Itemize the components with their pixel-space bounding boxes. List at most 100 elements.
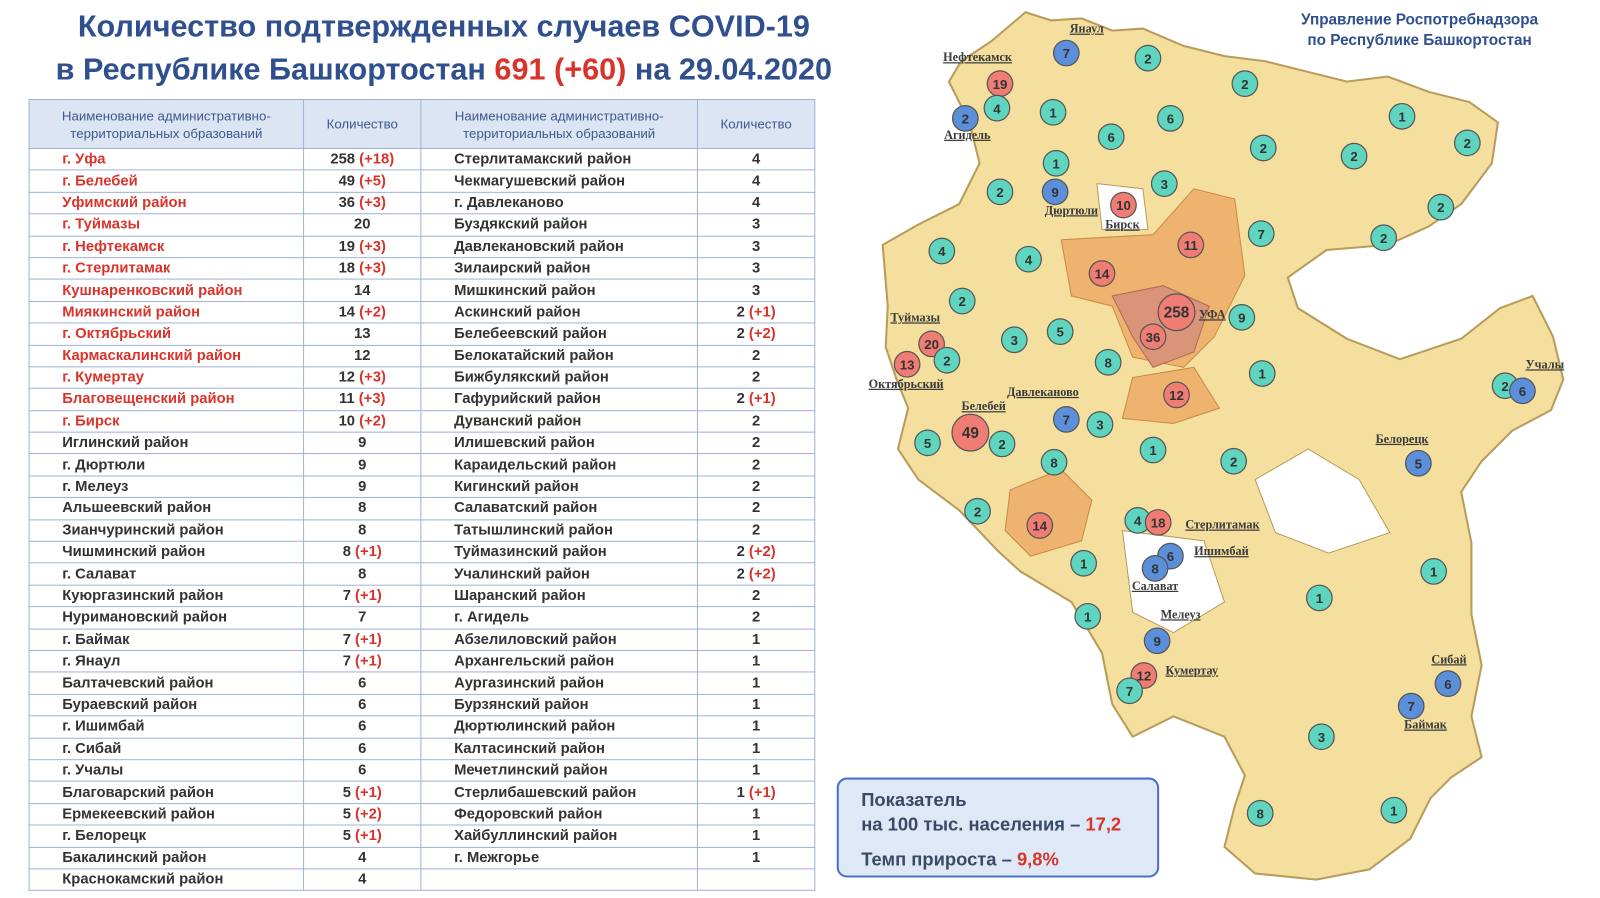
name: Мишкинский район [454,282,596,299]
name-cell: Стерлибашевский район [420,780,698,804]
name: г. Бирск [62,413,120,430]
org: Управление Роспотребнадзора по Республике… [1301,10,1538,51]
count-cell: 2 [696,344,816,368]
table-row: г. Кумертау 12 (+3) Бижбулякский район 2 [28,366,816,390]
marker-label: 4 [1025,252,1033,267]
count: 8 [358,565,367,583]
case-marker [1046,318,1074,345]
count-cell: 11 (+3) [303,388,422,411]
case-marker [1052,39,1080,67]
name: Иглинский район [62,434,189,452]
count-cell: 6 [303,737,422,761]
name-cell: г. Межгорье [420,846,698,870]
table-row: г. Сибай 6 Калтасинский район 1 [28,737,816,761]
name-cell: г. Туймазы [28,213,305,237]
name-cell: Кушнаренковский район [28,278,305,302]
count: 19 [338,238,356,255]
table-row: г. Нефтекамск 19 (+3) Давлекановский район… [28,235,816,259]
marker-label: 1 [1084,609,1091,624]
marker-label: 5 [924,436,931,451]
name: Мечетлинский район [454,762,608,779]
table-row: Ермекеевский район 5 (+2) Федоровский райо… [28,802,816,826]
case-marker [1042,149,1070,177]
name: Гафурийский район [454,391,601,408]
name-cell: Благовещенский район [28,388,305,411]
count: 7 [358,609,367,626]
count: 1 [751,675,761,692]
name-cell: г. Кумертау [28,366,305,390]
name: Миякинский район [62,303,201,321]
name-cell: Ермекеевский район [28,802,305,826]
name-cell: г. Мелеуз [28,475,305,499]
case-marker [1074,602,1102,630]
count-cell: 20 [303,213,422,237]
marker-label: 1 [1049,105,1056,120]
name-cell: Салаватский район [420,497,698,521]
table-row: Уфимский район 36 (+3) г. Давлеканово 4 [28,191,816,215]
name: г. Дюртюли [62,456,146,474]
name-cell: Уфимский район [28,191,305,215]
count-cell: 2 (+2) [696,562,816,586]
delta: (+2) [355,806,382,823]
name-cell: Аургазинский район [420,671,698,695]
count: 1 [751,631,761,648]
case-marker [1380,796,1408,824]
marker-label: 2 [1501,379,1508,394]
count-cell: 6 [303,671,422,695]
name: Караидельский район [454,456,617,474]
title: в Республике Башкортостан 691 (+60) на 2… [0,53,888,88]
table-row: Краснокамский район 4 [28,868,816,892]
marker-label: 12 [1169,388,1184,403]
name: Архангельский район [454,653,615,670]
marker-label: 14 [1032,519,1047,534]
date: на 29.04.2020 [634,53,833,87]
marker-label: 1 [1149,443,1156,458]
name: Нуримановский район [62,609,228,626]
marker-label: 14 [1095,267,1110,282]
marker-label: 18 [1151,516,1166,531]
count-cell: 2 [696,475,816,499]
name-cell: Мишкинский район [420,278,698,302]
case-table: Наименование административно-территориал… [28,98,816,892]
count-cell: 9 [303,453,422,477]
delta: (+2) [359,413,386,430]
count: 20 [353,216,371,234]
city-label: Учалы [1526,357,1565,371]
marker-label: 12 [1136,669,1151,684]
name: Бурзянский район [454,696,589,714]
count-cell: 5 (+1) [303,824,422,848]
info-line: Темп прироста – 9,8% [861,847,1157,871]
marker-label: 2 [962,111,969,126]
case-marker [964,497,991,525]
delta: (+3) [359,194,386,212]
name-cell: Караидельский район [420,453,698,477]
name: Илишевский район [454,434,595,452]
name-cell: г. Белебей [28,169,305,193]
table-row: Альшеевский район 8 Салаватский район 2 [28,497,816,521]
count-cell: 8 (+1) [303,540,422,564]
table-body: г. Уфа 258 (+18) Стерлитамакский район 4 г. … [28,147,816,892]
info-line: на 100 тыс. населения – 17,2 [861,812,1157,836]
table-row: Кушнаренковский район 14 Мишкинский район 3 [28,278,816,302]
marker-label: 1 [1398,109,1405,124]
table-row: Зианчуринский район 8 Татышлинский район 2 [28,519,816,542]
count: 1 [751,653,761,670]
count: 2 [751,587,761,605]
case-marker [1041,178,1069,206]
name-cell: г. Нефтекамск [28,235,305,259]
info-text: Темп прироста – [861,848,1012,870]
marker-label: 2 [998,437,1005,452]
case-marker [1163,381,1190,409]
count-cell: 2 [696,453,816,477]
marker-label: 20 [924,337,939,352]
count-cell: 10 (+2) [303,409,422,433]
marker-label: 2 [1241,77,1248,92]
name-cell: Давлекановский район [420,235,698,259]
name: Кигинский район [454,478,579,495]
delta: (+3) [359,260,386,277]
count-cell: 13 [303,322,422,346]
name: Татышлинский район [454,522,613,539]
marker-label: 10 [1116,198,1131,213]
city-label: Янаул [1070,22,1104,36]
marker-label: 7 [1126,684,1133,699]
